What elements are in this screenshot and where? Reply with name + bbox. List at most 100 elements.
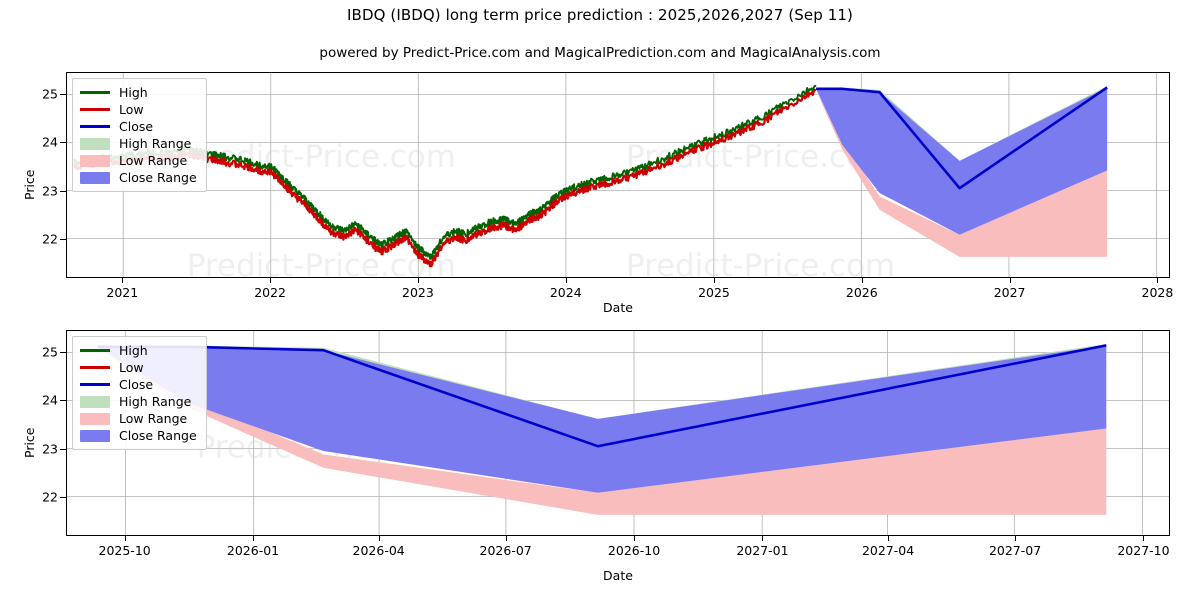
close-range-band: [816, 87, 1108, 235]
y-tick-mark: [60, 142, 66, 144]
legend-swatch-low-icon: [80, 362, 110, 374]
y-tick-mark: [60, 448, 66, 450]
legend-label: Close: [119, 377, 154, 392]
x-tick-mark: [124, 536, 126, 541]
legend-label: Low: [119, 360, 144, 375]
x-tick-label: 2021: [106, 285, 139, 300]
x-tick-label: 2023: [402, 285, 434, 300]
x-tick-mark: [634, 536, 636, 541]
legend-swatch-low-range-icon: [80, 154, 110, 167]
legend-label: High: [119, 85, 148, 100]
x-tick-mark: [378, 536, 380, 541]
legend-swatch-high-icon: [80, 345, 110, 357]
x-tick-label: 2025-10: [98, 543, 151, 558]
y-tick-label: 25: [42, 86, 58, 102]
y-tick-label: 23: [42, 183, 58, 199]
x-tick-mark: [1157, 278, 1159, 283]
legend-entry-low-range: Low Range: [80, 152, 197, 169]
legend-swatch-close-icon: [80, 121, 110, 133]
x-tick-mark: [505, 536, 507, 541]
x-tick-label: 2027: [993, 285, 1026, 300]
legend-entry-close: Close: [80, 118, 197, 135]
legend-swatch-low-icon: [80, 104, 110, 116]
x-tick-label: 2025: [698, 285, 730, 300]
y-tick-mark: [60, 400, 66, 402]
legend-swatch-close-range-icon: [80, 429, 110, 442]
y-tick-label: 22: [42, 489, 58, 505]
x-axis-label-top: Date: [603, 300, 633, 315]
x-tick-label: 2026-07: [479, 543, 532, 558]
x-tick-label: 2026-10: [607, 543, 661, 558]
x-tick-label: 2026-01: [226, 543, 280, 558]
x-tick-mark: [1143, 536, 1145, 541]
x-tick-label: 2024: [549, 285, 582, 300]
x-tick-mark: [1009, 278, 1011, 283]
legend-label: Low: [119, 102, 144, 117]
legend-entry-high-range: High Range: [80, 393, 197, 410]
y-tick-mark: [60, 239, 66, 241]
legend-label: Close: [119, 119, 154, 134]
legend-entry-close: Close: [80, 376, 197, 393]
x-tick-label: 2027-10: [1117, 543, 1170, 558]
x-tick-mark: [762, 536, 764, 541]
legend-entry-low-range: Low Range: [80, 410, 197, 427]
close-prediction-line: [816, 86, 1108, 190]
y-tick-label: 22: [42, 231, 58, 247]
legend-swatch-high-range-icon: [80, 395, 110, 408]
x-tick-label: 2027-01: [736, 543, 789, 558]
y-tick-mark: [60, 351, 66, 353]
x-tick-mark: [888, 536, 890, 541]
svg-text:Predict-Price.com: Predict-Price.com: [187, 248, 456, 277]
x-tick-label: 2026-04: [352, 543, 405, 558]
x-tick-mark: [122, 278, 124, 283]
y-tick-label: 24: [42, 134, 58, 150]
x-axis-label-bottom: Date: [603, 568, 633, 583]
x-tick-mark: [565, 278, 567, 283]
chart-subtitle: powered by Predict-Price.com and Magical…: [319, 45, 881, 61]
y-tick-mark: [60, 497, 66, 499]
legend-swatch-close-icon: [80, 379, 110, 391]
x-tick-mark: [1015, 536, 1017, 541]
history-high-line: [72, 84, 817, 260]
y-tick-label: 24: [42, 392, 58, 408]
y-tick-label: 23: [42, 441, 58, 457]
legend-entry-high: High: [80, 342, 197, 359]
legend-entry-close-range: Close Range: [80, 427, 197, 444]
low-range-band: [816, 90, 1108, 257]
y-tick-mark: [60, 93, 66, 95]
legend-entry-low: Low: [80, 359, 197, 376]
top-chart-svg: Predict-Price.com Predict-Price.comPredic…: [67, 73, 1169, 277]
legend-label: Close Range: [119, 170, 197, 185]
legend-swatch-low-range-icon: [80, 412, 110, 425]
history-low-line: [72, 88, 817, 268]
x-tick-label: 2026: [845, 285, 878, 300]
top-chart-plot-area: Predict-Price.com Predict-Price.com Predic…: [66, 72, 1170, 278]
legend-entry-high-range: High Range: [80, 135, 197, 152]
y-tick-label: 25: [42, 344, 58, 360]
x-tick-label: 2022: [254, 285, 287, 300]
legend-swatch-close-range-icon: [80, 171, 110, 184]
legend-label: High: [119, 343, 148, 358]
x-tick-mark: [861, 278, 863, 283]
legend-swatch-high-icon: [80, 87, 110, 99]
legend-entry-high: High: [80, 84, 197, 101]
legend-top: High Low Close High Range Low Range Close Ran…: [72, 78, 207, 192]
x-tick-mark: [417, 278, 419, 283]
x-tick-mark: [270, 278, 272, 283]
legend-label: Low Range: [119, 153, 188, 168]
legend-label: High Range: [119, 136, 192, 151]
x-tick-mark: [713, 278, 715, 283]
chart-title: IBDQ (IBDQ) long term price prediction :…: [347, 6, 853, 24]
low-range-band: [97, 348, 1107, 515]
svg-text:Predict-Price.com: Predict-Price.com: [626, 248, 895, 277]
legend-label: High Range: [119, 394, 192, 409]
x-tick-mark: [253, 536, 255, 541]
x-tick-label: 2027-07: [988, 543, 1042, 558]
legend-label: Close Range: [119, 428, 197, 443]
legend-bottom: High Low Close High Range Low Range Close Ran…: [72, 336, 207, 450]
legend-swatch-high-range-icon: [80, 137, 110, 150]
close-range-band: [97, 345, 1107, 493]
